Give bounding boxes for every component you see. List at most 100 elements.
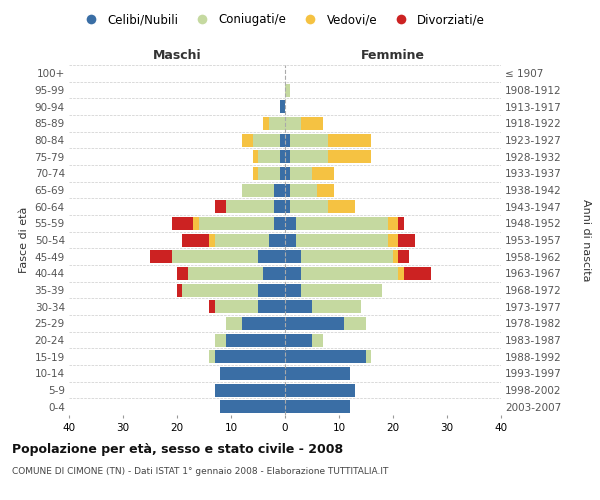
Bar — [285, 167, 290, 180]
Bar — [193, 217, 199, 230]
Bar — [285, 334, 312, 346]
Bar — [226, 317, 242, 330]
Bar — [269, 117, 285, 130]
Legend: Celibi/Nubili, Coniugati/e, Vedovi/e, Divorziati/e: Celibi/Nubili, Coniugati/e, Vedovi/e, Di… — [74, 8, 490, 31]
Bar — [172, 250, 258, 263]
Bar — [290, 200, 328, 213]
Bar — [344, 317, 366, 330]
Bar — [274, 217, 285, 230]
Bar — [328, 134, 371, 146]
Bar — [215, 350, 285, 363]
Bar — [263, 267, 285, 280]
Bar — [285, 234, 296, 246]
Bar — [258, 167, 280, 180]
Bar — [290, 184, 317, 196]
Bar — [285, 350, 366, 363]
Bar — [296, 217, 388, 230]
Bar — [226, 200, 274, 213]
Bar — [328, 200, 355, 213]
Bar — [393, 250, 398, 263]
Y-axis label: Anni di nascita: Anni di nascita — [581, 198, 592, 281]
Bar — [312, 300, 361, 313]
Bar — [209, 300, 215, 313]
Bar — [274, 184, 285, 196]
Bar — [328, 150, 371, 163]
Bar — [242, 184, 274, 196]
Text: Popolazione per età, sesso e stato civile - 2008: Popolazione per età, sesso e stato civil… — [12, 442, 343, 456]
Y-axis label: Fasce di età: Fasce di età — [19, 207, 29, 273]
Bar — [366, 350, 371, 363]
Bar — [253, 134, 280, 146]
Bar — [301, 284, 382, 296]
Bar — [301, 117, 323, 130]
Bar — [285, 84, 290, 96]
Bar — [312, 167, 334, 180]
Bar — [388, 217, 398, 230]
Bar — [215, 384, 285, 396]
Bar — [150, 250, 172, 263]
Bar — [312, 334, 323, 346]
Bar — [317, 184, 334, 196]
Bar — [177, 267, 188, 280]
Bar — [290, 150, 328, 163]
Bar — [258, 300, 285, 313]
Bar — [258, 250, 285, 263]
Bar — [177, 284, 182, 296]
Text: COMUNE DI CIMONE (TN) - Dati ISTAT 1° gennaio 2008 - Elaborazione TUTTITALIA.IT: COMUNE DI CIMONE (TN) - Dati ISTAT 1° ge… — [12, 468, 388, 476]
Bar — [285, 367, 350, 380]
Bar — [269, 234, 285, 246]
Bar — [209, 234, 215, 246]
Bar — [285, 250, 301, 263]
Bar — [199, 217, 274, 230]
Bar — [258, 284, 285, 296]
Bar — [404, 267, 431, 280]
Bar — [188, 267, 263, 280]
Bar — [301, 267, 398, 280]
Bar — [215, 234, 269, 246]
Bar — [253, 150, 258, 163]
Bar — [388, 234, 398, 246]
Bar — [285, 267, 301, 280]
Bar — [398, 217, 404, 230]
Bar — [285, 284, 301, 296]
Bar — [280, 134, 285, 146]
Bar — [301, 250, 393, 263]
Bar — [285, 217, 296, 230]
Bar — [290, 134, 328, 146]
Bar — [242, 317, 285, 330]
Bar — [398, 267, 404, 280]
Bar — [280, 167, 285, 180]
Bar — [285, 150, 290, 163]
Bar — [280, 150, 285, 163]
Bar — [215, 200, 226, 213]
Bar — [285, 200, 290, 213]
Bar — [182, 234, 209, 246]
Bar — [253, 167, 258, 180]
Text: Femmine: Femmine — [361, 48, 425, 62]
Bar — [258, 150, 280, 163]
Bar — [209, 350, 215, 363]
Bar — [285, 384, 355, 396]
Text: Maschi: Maschi — [152, 48, 202, 62]
Bar — [398, 234, 415, 246]
Bar — [226, 334, 285, 346]
Bar — [220, 400, 285, 413]
Bar — [220, 367, 285, 380]
Bar — [296, 234, 388, 246]
Bar — [263, 117, 269, 130]
Bar — [242, 134, 253, 146]
Bar — [274, 200, 285, 213]
Bar — [215, 300, 258, 313]
Bar — [285, 317, 344, 330]
Bar — [398, 250, 409, 263]
Bar — [172, 217, 193, 230]
Bar — [285, 134, 290, 146]
Bar — [285, 400, 350, 413]
Bar — [215, 334, 226, 346]
Bar — [280, 100, 285, 113]
Bar — [285, 300, 312, 313]
Bar — [285, 184, 290, 196]
Bar — [285, 117, 301, 130]
Bar — [182, 284, 258, 296]
Bar — [290, 167, 312, 180]
